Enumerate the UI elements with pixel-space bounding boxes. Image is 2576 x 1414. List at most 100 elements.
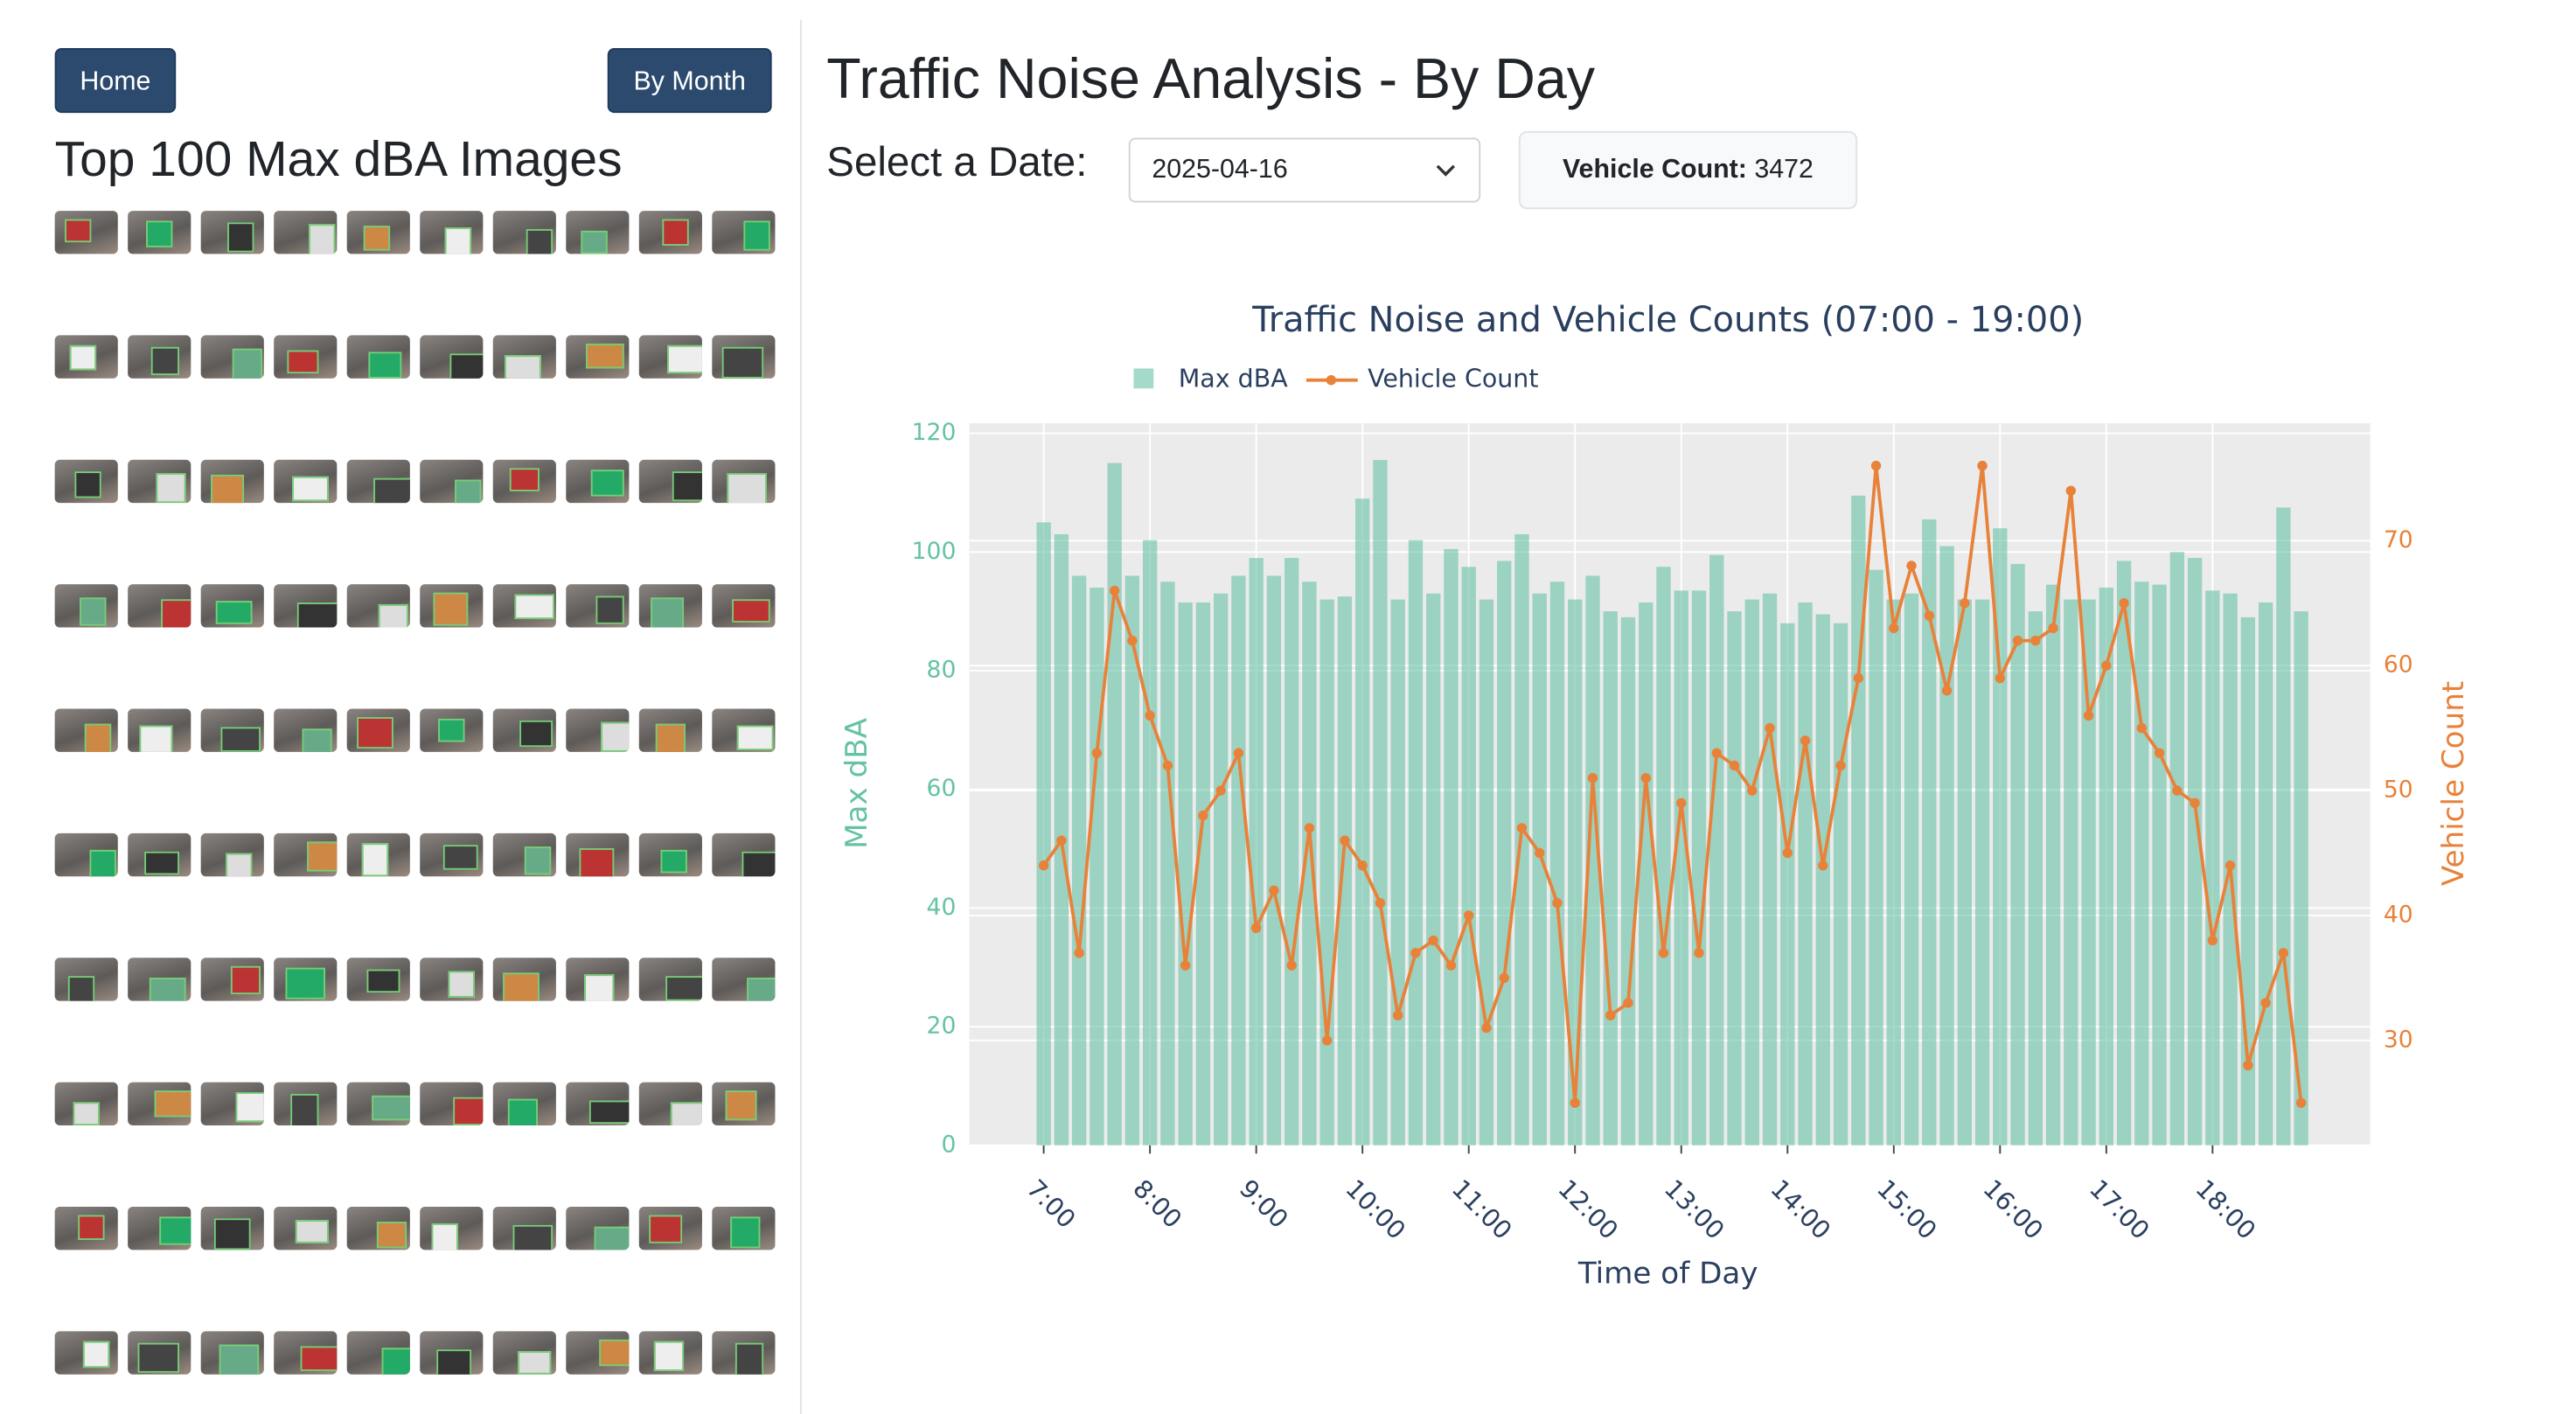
thumbnail[interactable]	[200, 1206, 264, 1250]
thumbnail[interactable]	[566, 832, 630, 877]
legend-label[interactable]: Max dBA	[1179, 365, 1289, 394]
thumbnail[interactable]	[274, 832, 338, 877]
thumbnail[interactable]	[492, 832, 556, 877]
thumbnail[interactable]	[638, 211, 702, 254]
thumbnail[interactable]	[566, 958, 630, 1001]
thumbnail[interactable]	[492, 1331, 556, 1375]
thumbnail[interactable]	[420, 1206, 484, 1250]
thumbnail[interactable]	[128, 1331, 191, 1375]
thumbnail[interactable]	[420, 459, 484, 504]
home-button[interactable]: Home	[54, 48, 177, 114]
thumbnail[interactable]	[420, 1082, 484, 1125]
thumbnail[interactable]	[128, 958, 191, 1001]
thumbnail[interactable]	[638, 1082, 702, 1125]
thumbnail[interactable]	[712, 1206, 776, 1250]
thumbnail[interactable]	[346, 335, 410, 379]
thumbnail[interactable]	[492, 335, 556, 379]
thumbnail[interactable]	[346, 584, 410, 628]
thumbnail[interactable]	[200, 708, 264, 752]
thumbnail[interactable]	[712, 1331, 776, 1375]
thumbnail[interactable]	[638, 708, 702, 752]
thumbnail[interactable]	[54, 958, 118, 1001]
thumbnail[interactable]	[420, 832, 484, 877]
thumbnail[interactable]	[566, 1082, 630, 1125]
thumbnail[interactable]	[566, 584, 630, 628]
thumbnail[interactable]	[492, 459, 556, 504]
thumbnail[interactable]	[200, 584, 264, 628]
thumbnail[interactable]	[346, 1206, 410, 1250]
thumbnail[interactable]	[54, 1206, 118, 1250]
thumbnail[interactable]	[638, 584, 702, 628]
thumbnail[interactable]	[420, 958, 484, 1001]
thumbnail[interactable]	[712, 958, 776, 1001]
thumbnail[interactable]	[712, 459, 776, 504]
thumbnail[interactable]	[638, 459, 702, 504]
thumbnail[interactable]	[638, 958, 702, 1001]
thumbnail[interactable]	[346, 459, 410, 504]
thumbnail[interactable]	[492, 1082, 556, 1125]
thumbnail[interactable]	[492, 584, 556, 628]
thumbnail[interactable]	[54, 211, 118, 254]
legend-label[interactable]: Vehicle Count	[1368, 365, 1538, 394]
thumbnail[interactable]	[712, 832, 776, 877]
thumbnail[interactable]	[346, 958, 410, 1001]
thumbnail[interactable]	[200, 832, 264, 877]
thumbnail[interactable]	[492, 211, 556, 254]
date-select[interactable]: 2025-04-16	[1128, 137, 1481, 203]
thumbnail[interactable]	[420, 335, 484, 379]
thumbnail[interactable]	[54, 708, 118, 752]
thumbnail[interactable]	[54, 1082, 118, 1125]
thumbnail[interactable]	[128, 459, 191, 504]
thumbnail[interactable]	[492, 708, 556, 752]
thumbnail[interactable]	[128, 211, 191, 254]
thumbnail[interactable]	[712, 211, 776, 254]
thumbnail[interactable]	[200, 1331, 264, 1375]
thumbnail[interactable]	[420, 584, 484, 628]
thumbnail[interactable]	[274, 335, 338, 379]
thumbnail[interactable]	[712, 335, 776, 379]
thumbnail[interactable]	[346, 1331, 410, 1375]
thumbnail[interactable]	[420, 708, 484, 752]
thumbnail[interactable]	[128, 1082, 191, 1125]
thumbnail[interactable]	[274, 1331, 338, 1375]
thumbnail[interactable]	[712, 1082, 776, 1125]
thumbnail[interactable]	[200, 335, 264, 379]
thumbnail[interactable]	[712, 584, 776, 628]
thumbnail[interactable]	[346, 708, 410, 752]
thumbnail[interactable]	[492, 958, 556, 1001]
thumbnail[interactable]	[128, 1206, 191, 1250]
thumbnail[interactable]	[638, 1206, 702, 1250]
thumbnail[interactable]	[200, 958, 264, 1001]
thumbnail[interactable]	[274, 211, 338, 254]
thumbnail[interactable]	[638, 1331, 702, 1375]
thumbnail[interactable]	[128, 708, 191, 752]
thumbnail[interactable]	[54, 459, 118, 504]
thumbnail[interactable]	[566, 1206, 630, 1250]
thumbnail[interactable]	[274, 1082, 338, 1125]
thumbnail[interactable]	[420, 211, 484, 254]
thumbnail[interactable]	[200, 1082, 264, 1125]
thumbnail[interactable]	[274, 708, 338, 752]
thumbnail[interactable]	[638, 832, 702, 877]
thumbnail[interactable]	[638, 335, 702, 379]
by-month-button[interactable]: By Month	[607, 48, 772, 114]
thumbnail[interactable]	[54, 1331, 118, 1375]
thumbnail[interactable]	[566, 708, 630, 752]
thumbnail[interactable]	[346, 211, 410, 254]
thumbnail[interactable]	[274, 459, 338, 504]
thumbnail[interactable]	[566, 1331, 630, 1375]
thumbnail[interactable]	[346, 1082, 410, 1125]
thumbnail[interactable]	[420, 1331, 484, 1375]
thumbnail[interactable]	[128, 832, 191, 877]
thumbnail[interactable]	[274, 958, 338, 1001]
thumbnail[interactable]	[712, 708, 776, 752]
thumbnail[interactable]	[492, 1206, 556, 1250]
thumbnail[interactable]	[54, 335, 118, 379]
thumbnail[interactable]	[566, 211, 630, 254]
thumbnail[interactable]	[566, 335, 630, 379]
thumbnail[interactable]	[200, 211, 264, 254]
thumbnail[interactable]	[54, 832, 118, 877]
thumbnail[interactable]	[54, 584, 118, 628]
thumbnail[interactable]	[128, 335, 191, 379]
thumbnail[interactable]	[274, 1206, 338, 1250]
